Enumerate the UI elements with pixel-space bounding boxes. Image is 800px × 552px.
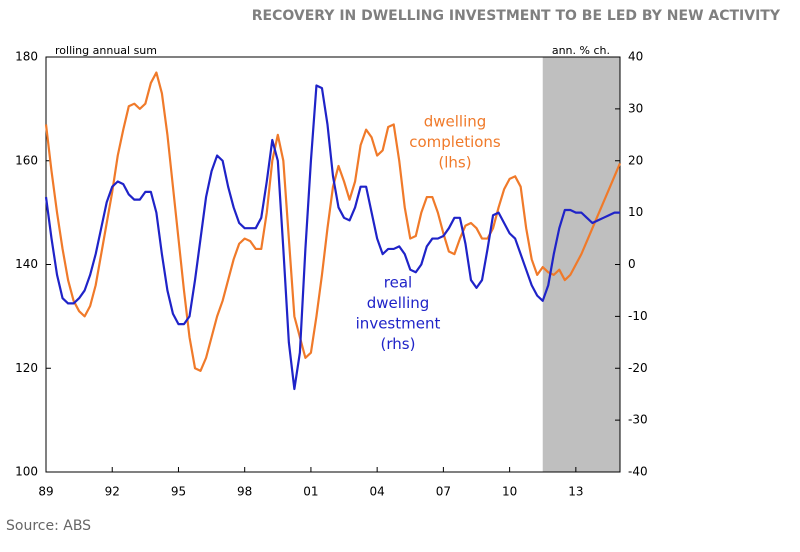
y-tick-label: 160 [15,153,38,167]
series-label: investment [356,315,441,333]
series-label: dwelling [424,113,487,131]
chart-title: RECOVERY IN DWELLING INVESTMENT TO BE LE… [252,8,781,24]
x-tick-label: 10 [502,485,517,499]
source: Source: ABS [6,518,91,534]
series-label: (rhs) [381,335,416,353]
y-tick-label: 120 [15,361,38,375]
series-label: real [384,274,412,292]
y-axis-label: rolling annual sum [55,44,157,57]
x-tick-label: 92 [105,485,120,499]
y2-tick-label: -20 [628,361,648,375]
x-tick-label: 13 [568,485,583,499]
x-tick-label: 98 [237,485,252,499]
x-tick-label: 04 [370,485,385,499]
series-line [44,84,620,391]
series-label: dwelling [367,294,430,312]
y2-tick-label: 40 [628,50,643,64]
y2-axis-label: ann. % ch. [552,44,610,57]
y2-tick-label: -30 [628,413,648,427]
plot-frame [45,56,621,473]
y-tick-label: 180 [15,50,38,64]
x-tick-label: 95 [171,485,186,499]
y2-tick-label: -10 [628,309,648,323]
series-label: completions [409,133,501,151]
forecast-region [542,57,620,472]
series-line [44,71,622,372]
y-tick-label: 140 [15,257,38,271]
series-label: (lhs) [438,154,471,172]
y2-tick-label: 0 [628,257,636,271]
x-tick-label: 01 [303,485,318,499]
y2-tick-label: 10 [628,205,643,219]
y2-tick-label: 30 [628,101,643,115]
y2-tick-label: 20 [628,153,643,167]
x-tick-label: 07 [436,485,451,499]
y-tick-label: 100 [15,465,38,479]
x-tick-label: 89 [38,485,53,499]
y2-tick-label: -40 [628,465,648,479]
